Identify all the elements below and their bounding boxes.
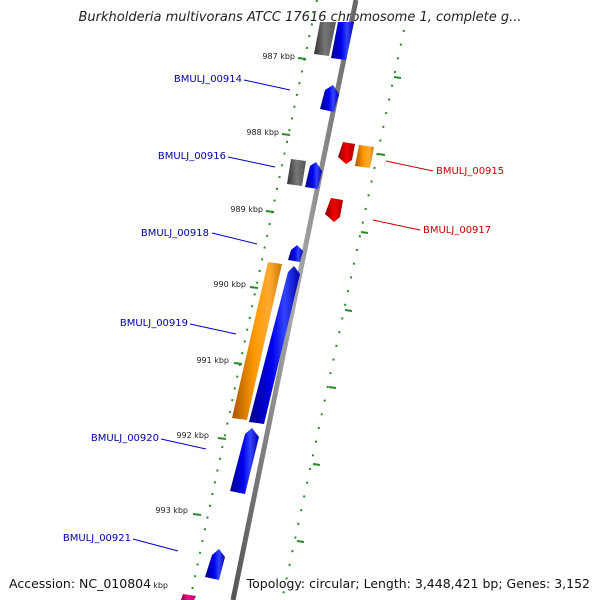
tick-label: 991 kbp <box>196 356 229 365</box>
gene-feature-gray[interactable] <box>314 22 336 56</box>
chromosome-backbone <box>230 0 359 600</box>
tick-mark <box>344 309 353 312</box>
gene-feature-blue[interactable] <box>249 266 300 424</box>
tick-group: 987 kbp 988 kbp 989 kbp 990 kbp 991 kbp … <box>153 52 402 590</box>
gene-label-bmulj-00919[interactable]: BMULJ_00919 <box>120 318 188 329</box>
gene-feature-orange[interactable] <box>355 145 374 168</box>
tick-label: 987 kbp <box>262 52 295 61</box>
gene-feature-red[interactable] <box>325 198 343 222</box>
map-title: Burkholderia multivorans ATCC 17616 chro… <box>78 10 522 25</box>
gene-label-bmulj-00914[interactable]: BMULJ_00914 <box>174 74 242 85</box>
label-connector <box>132 538 179 552</box>
reverse-guide-line <box>281 29 405 600</box>
gene-feature-pink[interactable] <box>181 594 196 600</box>
gene-feature-blue[interactable] <box>205 549 225 580</box>
gene-label-bmulj-00920[interactable]: BMULJ_00920 <box>91 433 159 444</box>
gene-label-bmulj-00918[interactable]: BMULJ_00918 <box>141 228 209 239</box>
tick-label: 993 kbp <box>155 506 188 515</box>
gene-feature-red[interactable] <box>338 142 355 164</box>
tick-mark <box>328 386 337 389</box>
gene-label-bmulj-00916[interactable]: BMULJ_00916 <box>158 151 226 162</box>
topology-text: Topology: circular; Length: 3,448,421 bp… <box>246 576 590 591</box>
tick-mark <box>217 437 227 440</box>
tick-mark <box>377 153 386 156</box>
accession-text: Accession: NC_010804 <box>9 576 152 591</box>
label-connector <box>372 219 421 231</box>
gene-label-bmulj-00917[interactable]: BMULJ_00917 <box>423 225 491 236</box>
label-connectors <box>132 79 434 552</box>
tick-mark <box>393 76 402 79</box>
label-connector <box>189 323 237 335</box>
label-connector <box>211 232 258 245</box>
gene-features <box>181 22 374 600</box>
tick-mark <box>233 362 243 365</box>
gene-feature-gray[interactable] <box>287 159 306 186</box>
label-connector <box>160 438 207 450</box>
label-connector <box>385 160 434 172</box>
gene-feature-blue[interactable] <box>320 85 339 112</box>
tick-label: 988 kbp <box>246 128 279 137</box>
tick-label: 990 kbp <box>213 280 246 289</box>
gene-feature-orange[interactable] <box>232 262 282 420</box>
gene-feature-blue[interactable] <box>288 245 303 262</box>
tick-mark <box>297 57 307 60</box>
tick-mark <box>296 540 305 543</box>
tick-mark <box>249 286 259 289</box>
tick-mark <box>312 463 321 466</box>
gene-labels: BMULJ_00914 BMULJ_00916 BMULJ_00918 BMUL… <box>63 74 504 544</box>
gene-feature-blue[interactable] <box>230 428 259 494</box>
gene-label-bmulj-00915[interactable]: BMULJ_00915 <box>436 166 504 177</box>
tick-label: 989 kbp <box>230 205 263 214</box>
label-connector <box>243 79 291 91</box>
gene-feature-blue[interactable] <box>305 162 322 189</box>
tick-label: 992 kbp <box>176 431 209 440</box>
gene-feature-blue[interactable] <box>331 22 354 60</box>
gene-label-bmulj-00921[interactable]: BMULJ_00921 <box>63 533 131 544</box>
tick-mark <box>281 133 291 136</box>
tick-label: kbp <box>153 581 168 590</box>
tick-mark <box>192 513 202 516</box>
tick-mark <box>265 210 275 213</box>
tick-mark <box>360 231 369 234</box>
label-connector <box>227 156 276 168</box>
